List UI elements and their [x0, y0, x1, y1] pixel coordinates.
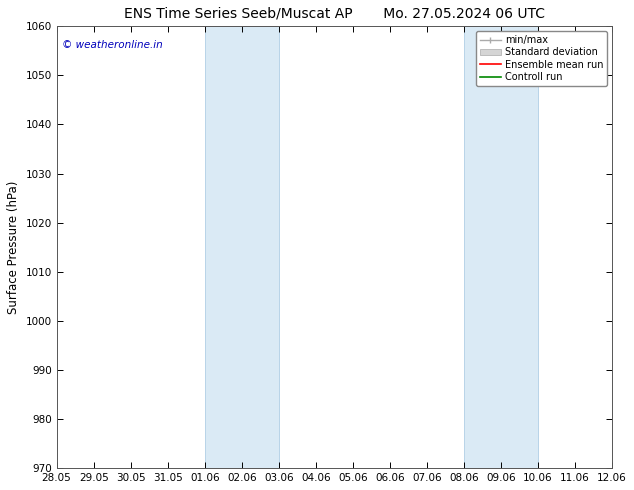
Y-axis label: Surface Pressure (hPa): Surface Pressure (hPa): [7, 180, 20, 314]
Legend: min/max, Standard deviation, Ensemble mean run, Controll run: min/max, Standard deviation, Ensemble me…: [476, 31, 607, 86]
Bar: [464, 26, 538, 468]
Bar: [205, 26, 279, 468]
Title: ENS Time Series Seeb/Muscat AP       Mo. 27.05.2024 06 UTC: ENS Time Series Seeb/Muscat AP Mo. 27.05…: [124, 7, 545, 21]
Text: © weatheronline.in: © weatheronline.in: [62, 40, 163, 49]
